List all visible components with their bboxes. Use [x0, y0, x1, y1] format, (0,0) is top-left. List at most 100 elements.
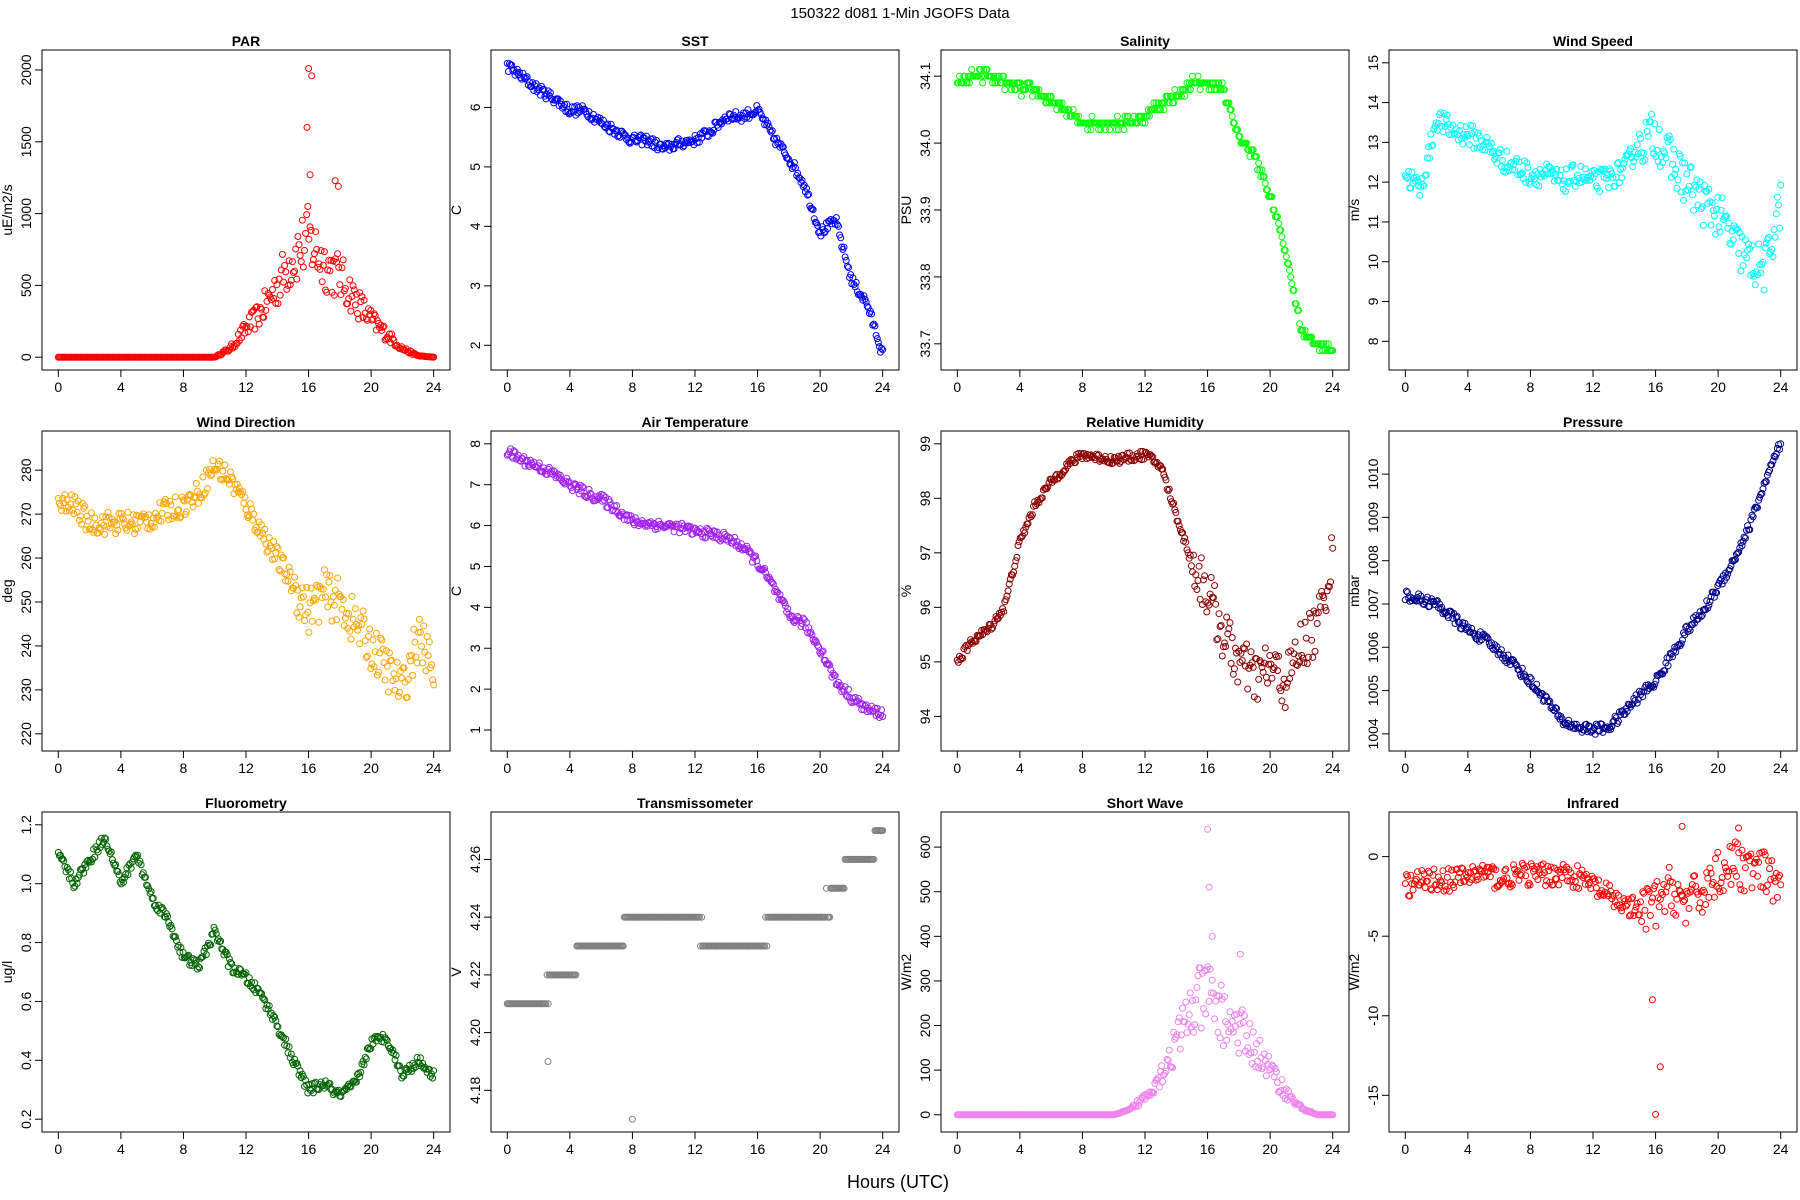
data-point	[1164, 1057, 1172, 1064]
data-point	[874, 338, 882, 346]
data-point	[1147, 451, 1154, 459]
data-point	[1016, 79, 1024, 87]
data-point	[1429, 141, 1437, 149]
data-point	[1017, 533, 1025, 541]
data-point	[1204, 963, 1212, 971]
data-point	[209, 457, 217, 465]
panel-transmissometer: Transmissometer V 0 4 8 12 16 20 24 4.18 4.20 4.22 4…	[448, 795, 900, 1157]
data-point	[1058, 99, 1066, 107]
data-point	[1207, 574, 1215, 581]
data-point	[1665, 132, 1673, 140]
data-point	[1653, 878, 1661, 885]
data-point	[299, 593, 307, 601]
data-point	[1536, 869, 1544, 877]
data-point	[310, 594, 318, 602]
data-point	[1748, 241, 1756, 249]
x-tick-label: 0	[1401, 760, 1409, 776]
data-point	[1406, 892, 1414, 900]
data-point	[404, 1068, 412, 1076]
data-point	[1179, 1004, 1186, 1012]
data-point	[196, 964, 204, 972]
data-point	[1275, 652, 1283, 660]
data-point	[1235, 1049, 1243, 1057]
data-point	[303, 123, 311, 131]
data-point	[1193, 586, 1201, 593]
data-point	[1187, 562, 1195, 570]
x-tick-label: 12	[238, 379, 254, 395]
data-point	[1491, 884, 1499, 892]
data-point	[82, 864, 90, 872]
data-point	[1197, 554, 1205, 562]
data-point	[814, 641, 821, 649]
data-point	[1317, 603, 1324, 611]
data-point	[544, 1058, 552, 1065]
data-point	[763, 942, 771, 950]
data-point	[842, 257, 850, 264]
x-tick-label: 12	[687, 1141, 703, 1157]
data-point	[1705, 601, 1713, 609]
y-tick-label: 6	[467, 103, 483, 111]
y-tick-label: 15	[1365, 55, 1381, 71]
data-point	[1157, 106, 1164, 114]
data-point	[1654, 672, 1662, 680]
x-tick-label: 8	[180, 760, 188, 776]
data-point	[1501, 867, 1509, 875]
data-point	[1234, 1039, 1242, 1047]
data-point	[1057, 472, 1065, 480]
data-point	[1777, 881, 1785, 889]
data-point	[1177, 92, 1185, 100]
data-point	[1662, 154, 1670, 162]
series-points	[54, 457, 438, 702]
data-point	[1270, 206, 1278, 214]
data-point	[307, 584, 315, 592]
data-point	[1216, 1034, 1224, 1042]
x-tick-label: 8	[1527, 1141, 1535, 1157]
data-point	[1598, 720, 1606, 728]
data-point	[362, 1055, 370, 1063]
data-point	[1575, 884, 1583, 892]
data-point	[1507, 880, 1515, 888]
data-point	[1611, 898, 1619, 906]
data-point	[366, 625, 374, 633]
data-point	[270, 538, 278, 546]
data-point	[1215, 610, 1223, 618]
data-point	[280, 554, 287, 562]
data-point	[245, 512, 253, 520]
data-point	[276, 291, 284, 299]
data-point	[809, 206, 817, 214]
series-points	[503, 445, 887, 721]
x-tick-label: 8	[1079, 379, 1087, 395]
data-point	[351, 605, 359, 613]
data-point	[70, 510, 78, 518]
data-point	[341, 614, 349, 622]
x-tick-label: 0	[1401, 379, 1409, 395]
y-tick-label: 3	[467, 282, 483, 290]
data-point	[974, 72, 982, 80]
data-point	[133, 853, 141, 861]
data-point	[1482, 872, 1490, 880]
data-point	[1177, 1031, 1185, 1039]
data-point	[1777, 440, 1785, 448]
data-point	[1534, 876, 1542, 883]
data-point	[1524, 164, 1532, 171]
data-point	[394, 693, 402, 700]
data-point	[1213, 86, 1221, 94]
data-point	[1681, 159, 1689, 167]
data-point	[1746, 526, 1754, 534]
data-point	[1249, 663, 1257, 671]
data-point	[1717, 206, 1725, 214]
data-point	[1704, 874, 1712, 882]
data-point	[1719, 887, 1727, 895]
series-points	[953, 66, 1337, 354]
data-point	[1444, 865, 1452, 873]
x-tick-label: 20	[363, 1141, 379, 1157]
data-point	[1741, 864, 1749, 872]
data-point	[820, 229, 828, 237]
data-point	[509, 454, 517, 462]
data-point	[269, 1015, 276, 1023]
data-point	[1702, 606, 1710, 614]
data-point	[1222, 643, 1230, 650]
data-point	[554, 95, 562, 103]
data-point	[115, 871, 123, 879]
data-point	[403, 347, 411, 355]
